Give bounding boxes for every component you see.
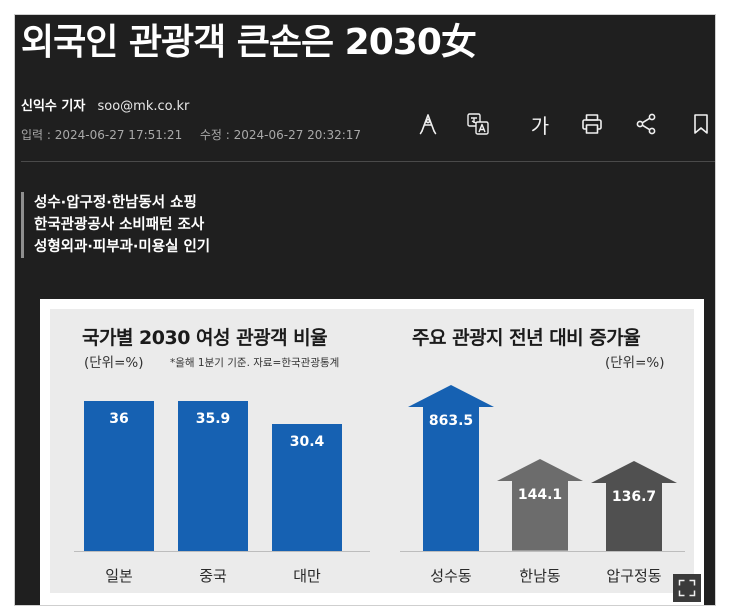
updated-date: 수정 : 2024-06-27 20:32:17 bbox=[199, 128, 362, 142]
article-summary: 성수·압구정·한남동서 쇼핑 한국관광공사 소비패턴 조사 성형외과·피부과·미… bbox=[21, 192, 210, 258]
left-chart-title: 국가별 2030 여성 관광객 비율 bbox=[82, 327, 328, 349]
arrow-bar-apgujeong bbox=[591, 460, 677, 551]
arrow-value-label: 144.1 bbox=[517, 487, 563, 504]
infographic[interactable]: 국가별 2030 여성 관광객 비율 (단위=%) *올해 1분기 기준. 자료… bbox=[40, 299, 704, 605]
published-date: 입력 : 2024-06-27 17:51:21 bbox=[21, 128, 183, 142]
article-dates: 입력 : 2024-06-27 17:51:21 수정 : 2024-06-27… bbox=[21, 126, 361, 143]
left-chart-baseline bbox=[74, 551, 370, 552]
right-chart-baseline bbox=[400, 551, 685, 552]
share-style-icon[interactable] bbox=[415, 111, 441, 137]
summary-line: 한국관광공사 소비패턴 조사 bbox=[34, 217, 205, 233]
category-label: 압구정동 bbox=[606, 567, 662, 585]
bookmark-icon[interactable] bbox=[688, 111, 714, 137]
article-frame: 외국인 관광객 큰손은 2030女 신익수 기자 soo@mk.co.kr 입력… bbox=[14, 14, 716, 606]
article-headline: 외국인 관광객 큰손은 2030女 bbox=[21, 22, 477, 63]
left-chart-unit: (단위=%) bbox=[84, 355, 144, 371]
print-icon[interactable] bbox=[579, 111, 605, 137]
expand-icon[interactable] bbox=[673, 574, 701, 602]
byline: 신익수 기자 soo@mk.co.kr bbox=[21, 95, 189, 114]
chart-bar-taiwan bbox=[272, 424, 342, 551]
translate-icon[interactable] bbox=[465, 111, 491, 137]
arrow-bar-hannam bbox=[497, 459, 583, 551]
infographic-panel: 국가별 2030 여성 관광객 비율 (단위=%) *올해 1분기 기준. 자료… bbox=[50, 309, 694, 593]
chart-bar-china bbox=[178, 401, 248, 551]
reporter-email[interactable]: soo@mk.co.kr bbox=[97, 99, 190, 114]
font-size-label: 가 bbox=[530, 113, 550, 138]
font-size-icon[interactable]: 가 bbox=[527, 111, 553, 138]
category-label: 대만 bbox=[293, 567, 321, 585]
arrow-value-label: 136.7 bbox=[611, 488, 657, 505]
left-chart-note: *올해 1분기 기준. 자료=한국관광통계 bbox=[170, 357, 340, 369]
right-chart-title: 주요 관광지 전년 대비 증가율 bbox=[412, 327, 641, 349]
category-label: 중국 bbox=[199, 567, 227, 585]
summary-line: 성형외과·피부과·미용실 인기 bbox=[34, 239, 211, 255]
right-chart-unit: (단위=%) bbox=[605, 355, 665, 371]
summary-line: 성수·압구정·한남동서 쇼핑 bbox=[34, 195, 197, 211]
article-toolbar: 가 bbox=[413, 111, 714, 138]
bar-value-label: 35.9 bbox=[195, 411, 231, 428]
arrow-value-label: 863.5 bbox=[428, 412, 474, 429]
bar-value-label: 36 bbox=[109, 411, 129, 427]
reporter-name[interactable]: 신익수 기자 bbox=[21, 99, 86, 114]
bar-value-label: 30.4 bbox=[289, 434, 325, 451]
category-label: 성수동 bbox=[430, 567, 472, 585]
header-divider bbox=[21, 161, 715, 162]
arrow-bar-seongsu bbox=[408, 384, 494, 551]
category-label: 한남동 bbox=[519, 567, 561, 585]
chart-bar-japan bbox=[84, 401, 154, 551]
category-label: 일본 bbox=[105, 567, 133, 585]
share-icon[interactable] bbox=[633, 111, 659, 137]
